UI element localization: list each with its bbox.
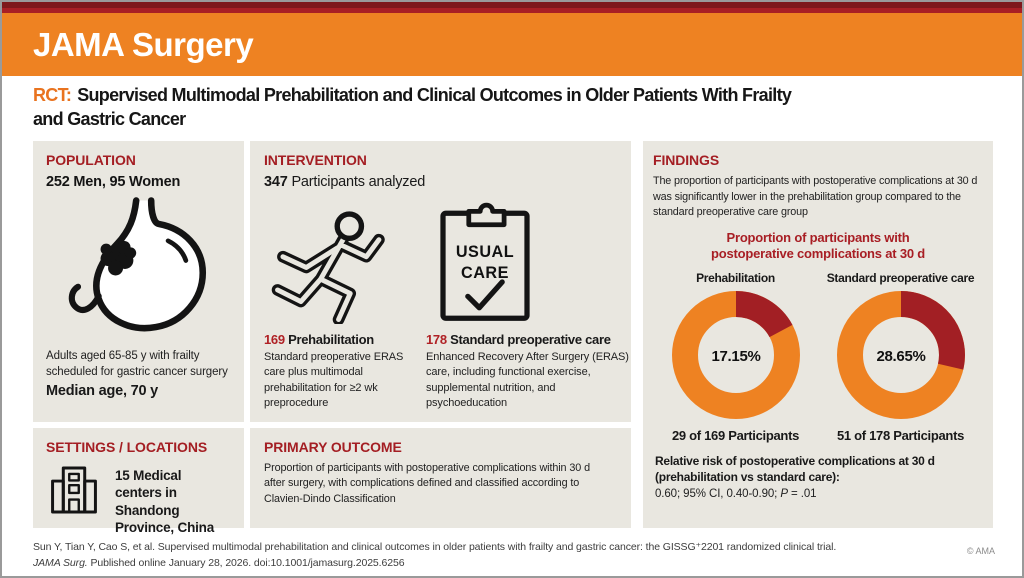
- participants-analyzed: 347 Participants analyzed: [264, 174, 426, 190]
- clipboard-usual-care-icon: USUAL CARE: [426, 194, 631, 324]
- relative-risk-block: Relative risk of postoperative complicat…: [653, 454, 983, 500]
- article-title-line2: and Gastric Cancer: [33, 109, 186, 129]
- journal-title: JAMA Surgery: [33, 26, 254, 63]
- primary-outcome-panel: PRIMARY OUTCOME Proportion of participan…: [250, 428, 631, 528]
- article-title: RCT: Supervised Multimodal Prehabilitatio…: [33, 83, 792, 131]
- runner-icon: [264, 194, 426, 324]
- hospital-icon: [46, 465, 102, 536]
- population-panel: POPULATION 252 Men, 95 Women Adults aged…: [33, 141, 244, 422]
- donut2-count: 51 of 178 Participants: [836, 428, 965, 444]
- citation: Sun Y, Tian Y, Cao S, et al. Supervised …: [33, 539, 836, 571]
- population-heading: POPULATION: [46, 152, 136, 168]
- settings-text: 15 Medical centers in Shandong Province,…: [115, 468, 215, 535]
- population-count: 252 Men, 95 Women: [46, 174, 181, 190]
- top-maroon-strip: [2, 2, 1022, 13]
- donut1-label: Prehabilitation: [696, 271, 775, 286]
- donut2-label: Standard preoperative care: [826, 271, 975, 286]
- primary-outcome-text: Proportion of participants with postoper…: [264, 462, 590, 505]
- primary-outcome-heading: PRIMARY OUTCOME: [264, 439, 402, 455]
- chart-title: Proportion of participants with postoper…: [710, 229, 926, 262]
- clipboard-text-line1: USUAL: [456, 243, 514, 261]
- donut-prehabilitation: Prehabilitation 17.15% 29 of 169 Partici…: [653, 271, 818, 443]
- journal-header-band: JAMA Surgery: [2, 13, 1022, 76]
- checkmark-icon: [465, 279, 505, 311]
- findings-heading: FINDINGS: [653, 152, 720, 168]
- group2-description: Enhanced Recovery After Surgery (ERAS) c…: [426, 351, 629, 410]
- intervention-heading: INTERVENTION: [264, 152, 367, 168]
- findings-summary: The proportion of participants with post…: [653, 175, 978, 219]
- group2-title: 178 Standard preoperative care: [426, 332, 611, 347]
- findings-panel: FINDINGS The proportion of participants …: [643, 141, 993, 528]
- copyright: © AMA: [966, 546, 995, 556]
- intervention-panel: INTERVENTION 347 Participants analyzed: [250, 141, 631, 422]
- donut-standard-care: Standard preoperative care 28.65% 51 of …: [818, 271, 983, 443]
- donut1-count: 29 of 169 Participants: [671, 428, 800, 444]
- settings-panel: SETTINGS / LOCATIONS 15 Medical centers …: [33, 428, 244, 535]
- group1-description: Standard preoperative ERAS care plus mul…: [264, 351, 404, 410]
- prehabilitation-group: 169 Prehabilitation Standard preoperativ…: [264, 194, 426, 412]
- donut1-value: 17.15%: [711, 348, 760, 365]
- donut2-value: 28.65%: [876, 348, 925, 365]
- group1-title: 169 Prehabilitation: [264, 332, 374, 347]
- donut2-chart: 28.65%: [836, 291, 965, 420]
- clipboard-text-line2: CARE: [461, 264, 509, 282]
- population-description: Adults aged 65-85 y with frailty schedul…: [46, 350, 228, 378]
- citation-line2: JAMA Surg. Published online January 28, …: [33, 557, 405, 569]
- citation-line1: Sun Y, Tian Y, Cao S, et al. Supervised …: [33, 541, 837, 553]
- population-median-age: Median age, 70 y: [46, 383, 159, 400]
- article-title-line1: RCT: Supervised Multimodal Prehabilitatio…: [33, 85, 792, 105]
- stomach-tumor-icon: [64, 194, 214, 347]
- standard-care-group: USUAL CARE 178 Standard preoperative car…: [426, 194, 631, 412]
- donut1-chart: 17.15%: [671, 291, 800, 420]
- donut-charts: Prehabilitation 17.15% 29 of 169 Partici…: [653, 271, 983, 443]
- relative-risk-value: 0.60; 95% CI, 0.40-0.90; P = .01: [655, 488, 817, 501]
- rct-tag: RCT:: [33, 85, 72, 105]
- settings-heading: SETTINGS / LOCATIONS: [46, 439, 208, 455]
